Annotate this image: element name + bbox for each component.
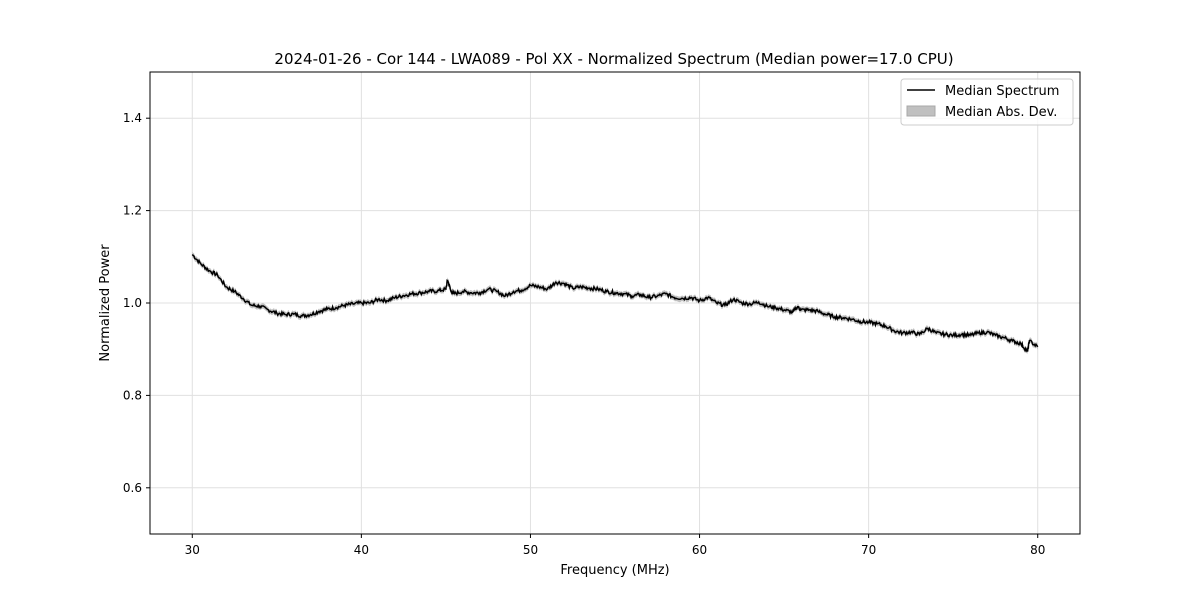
y-axis-label: Normalized Power: [98, 244, 113, 362]
y-tick-label: 1.2: [123, 204, 142, 218]
median-spectrum-line: [191, 254, 1039, 353]
y-tick-label: 1.0: [123, 296, 142, 310]
y-tick-label: 1.4: [123, 111, 142, 125]
x-tick-label: 30: [185, 543, 200, 557]
y-tick-label: 0.8: [123, 388, 142, 402]
legend-box: [900, 78, 1074, 126]
grid: [150, 72, 1080, 534]
legend-band-swatch: [906, 105, 936, 117]
x-tick-label: 40: [354, 543, 369, 557]
x-tick-label: 60: [692, 543, 707, 557]
x-tick-label: 50: [523, 543, 538, 557]
x-tick-label: 80: [1030, 543, 1045, 557]
x-axis: 30 40 50 60 70 80: [185, 534, 1045, 557]
legend-label-median-abs-dev: Median Abs. Dev.: [945, 105, 1057, 120]
x-axis-label: Frequency (MHz): [560, 563, 669, 578]
y-tick-label: 0.6: [123, 481, 142, 495]
legend-label-median-spectrum: Median Spectrum: [945, 84, 1059, 99]
chart-title: 2024-01-26 - Cor 144 - LWA089 - Pol XX -…: [274, 50, 953, 68]
y-axis: 0.6 0.8 1.0 1.2 1.4: [123, 111, 150, 495]
legend: Median Spectrum Median Abs. Dev.: [900, 78, 1074, 126]
x-tick-label: 70: [861, 543, 876, 557]
